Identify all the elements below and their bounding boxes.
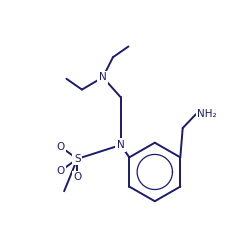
Text: O: O — [73, 172, 81, 182]
Text: O: O — [56, 166, 64, 176]
Text: N: N — [99, 72, 107, 82]
Text: NH₂: NH₂ — [197, 109, 217, 119]
Text: O: O — [56, 141, 64, 152]
Text: N: N — [117, 140, 124, 150]
Text: S: S — [74, 154, 80, 164]
